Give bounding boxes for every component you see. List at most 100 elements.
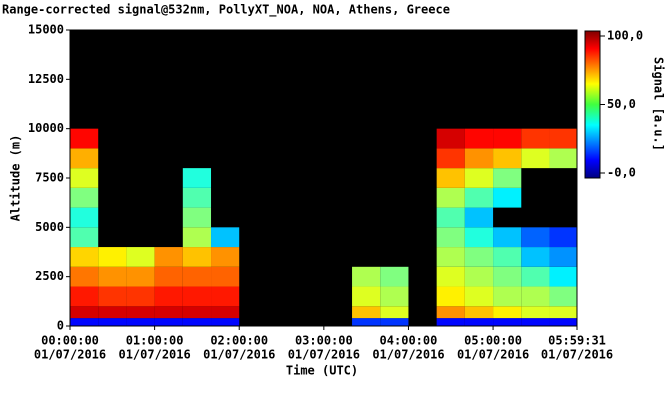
heatmap-cell [493,227,522,248]
heatmap-cell [464,187,494,208]
x-tick-label: 00:00:00 [41,334,99,348]
y-tick-label: 12500 [28,72,64,86]
heatmap-cell [436,207,465,228]
heatmap-cell [493,247,522,267]
heatmap-cell [436,227,465,248]
x-tick-date: 01/07/2016 [288,348,360,362]
heatmap-cell [352,286,381,307]
heatmap-cell [70,266,99,287]
heatmap-cell [211,247,240,267]
heatmap-cell [211,306,240,319]
heatmap-cell [126,306,155,319]
heatmap-cell [380,306,409,319]
heatmap-cell [70,306,99,319]
colorbar-tick-label: 100,0 [607,29,643,43]
heatmap-cell [464,247,494,267]
heatmap-cell [493,128,522,149]
x-tick-label: 05:59:31 [548,334,606,348]
x-tick-label: 04:00:00 [380,334,438,348]
heatmap-cell [70,207,99,228]
heatmap-cell [182,247,212,267]
heatmap-cell [493,318,522,326]
heatmap-cell [436,128,465,149]
y-axis-label: Altitude (m) [9,135,23,222]
y-tick-label: 10000 [28,121,64,135]
heatmap-cell [126,318,155,326]
heatmap-cell [70,318,99,326]
x-tick-date: 01/07/2016 [118,348,190,362]
heatmap-cell [154,306,183,319]
heatmap-cell [154,286,183,307]
heatmap-cell [549,148,577,169]
heatmap-cell [464,128,494,149]
heatmap-cell [521,128,550,149]
heatmap-cell [549,247,577,267]
heatmap-cell [211,227,240,248]
x-tick-label: 01:00:00 [126,334,184,348]
x-tick-date: 01/07/2016 [203,348,275,362]
colorbar-tick-label: -0,0 [607,166,636,180]
heatmap-cell [493,286,522,307]
heatmap-cell [98,318,127,326]
x-tick-label: 05:00:00 [464,334,522,348]
heatmap-cell [549,318,577,326]
heatmap-cell [493,187,522,208]
y-tick-label: 7500 [35,171,64,185]
heatmap-cell [549,128,577,149]
heatmap-cell [521,286,550,307]
heatmap-cell [464,227,494,248]
heatmap-cell [154,318,183,326]
heatmap-cell [380,286,409,307]
heatmap-cell [549,266,577,287]
heatmap-cell [493,266,522,287]
heatmap-cell [182,227,212,248]
heatmap-cell [126,247,155,267]
x-tick-date: 01/07/2016 [541,348,613,362]
x-tick-date: 01/07/2016 [372,348,444,362]
heatmap-cell [352,306,381,319]
heatmap-cell [521,148,550,169]
heatmap-cell [182,168,212,188]
heatmap-cell [464,168,494,188]
heatmap-cell [182,207,212,228]
heatmap-cell [352,266,381,287]
chart-title: Range-corrected signal@532nm, PollyXT_NO… [2,3,450,18]
heatmap-cell [464,148,494,169]
heatmap-cell [464,207,494,228]
y-tick-label: 5000 [35,220,64,234]
heatmap-cell [521,318,550,326]
heatmap-cell [70,148,99,169]
heatmap-cell [549,286,577,307]
heatmap-cell [352,318,381,326]
heatmap-cell [464,266,494,287]
x-axis-label: Time (UTC) [286,364,358,378]
heatmap-cell [70,286,99,307]
heatmap-cell [98,306,127,319]
heatmap-cell [98,247,127,267]
heatmap-cell [436,266,465,287]
heatmap-cell [464,286,494,307]
colorbar [584,30,601,179]
heatmap-cell [154,266,183,287]
heatmap-cell [182,266,212,287]
heatmap-cell [436,286,465,307]
heatmap-cell [70,227,99,248]
heatmap-cell [464,318,494,326]
heatmap-cell [436,306,465,319]
heatmap-cell [126,286,155,307]
colorbar-tick-label: 50,0 [607,97,636,111]
heatmap-cell [211,266,240,287]
heatmap-cell [436,318,465,326]
heatmap-cell [126,266,155,287]
heatmap-cell [182,286,212,307]
heatmap-cell [182,187,212,208]
heatmap-cell [70,187,99,208]
x-tick-label: 03:00:00 [295,334,353,348]
heatmap-cell [521,247,550,267]
heatmap-cell [182,306,212,319]
heatmap-cell [436,187,465,208]
y-tick-label: 15000 [28,23,64,37]
y-tick-label: 2500 [35,269,64,283]
heatmap-cell [436,148,465,169]
